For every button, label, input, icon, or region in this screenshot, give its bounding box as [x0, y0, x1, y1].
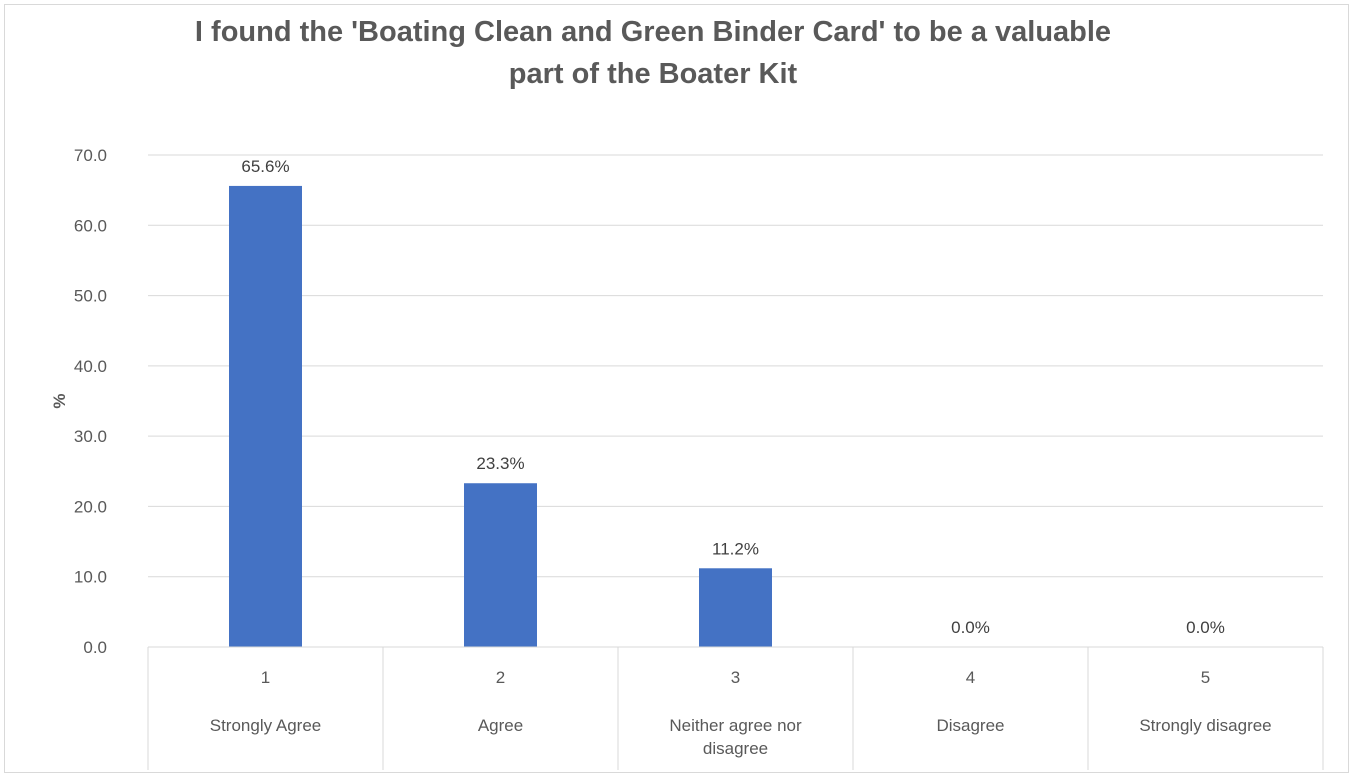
y-tick-label: 60.0: [74, 216, 107, 235]
x-category-label: Agree: [478, 716, 523, 735]
x-category-label: disagree: [703, 739, 768, 758]
bar: [229, 185, 302, 647]
chart-frame: I found the 'Boating Clean and Green Bin…: [4, 4, 1349, 773]
x-category-code: 5: [1201, 668, 1210, 687]
x-category-code: 2: [496, 668, 505, 687]
bar: [464, 483, 537, 647]
x-category-label: Strongly disagree: [1139, 716, 1271, 735]
data-label: 23.3%: [476, 454, 524, 473]
x-axis: 1 Strongly Agree 2 Agree 3 Neither agree nor d…: [147, 646, 1324, 770]
y-tick-label: 70.0: [74, 146, 107, 165]
x-category-code: 3: [731, 668, 740, 687]
x-category-code: 1: [261, 668, 270, 687]
y-tick-label: 40.0: [74, 357, 107, 376]
y-tick-label: 20.0: [74, 497, 107, 516]
y-axis-title: %: [50, 393, 69, 408]
x-category-label: Strongly Agree: [210, 716, 322, 735]
x-category-label: Disagree: [936, 716, 1004, 735]
chart-title-line: part of the Boater Kit: [509, 58, 798, 90]
y-tick-label: 0.0: [83, 638, 107, 657]
data-labels: 65.6% 23.3% 11.2% 0.0% 0.0%: [241, 157, 1224, 637]
y-axis-title: %: [50, 393, 69, 408]
y-tick-label: 10.0: [74, 568, 107, 587]
bar-chart: I found the 'Boating Clean and Green Bin…: [50, 16, 1324, 770]
chart-title-line: I found the 'Boating Clean and Green Bin…: [195, 16, 1111, 48]
bars: [229, 185, 772, 647]
data-label: 0.0%: [951, 618, 990, 637]
y-axis-ticks: 0.0 10.0 20.0 30.0 40.0 50.0 60.0 70.0: [74, 146, 107, 657]
y-tick-label: 30.0: [74, 427, 107, 446]
data-label: 11.2%: [712, 539, 759, 558]
data-label: 0.0%: [1186, 618, 1225, 637]
x-category-label: Neither agree nor: [669, 716, 802, 735]
y-tick-label: 50.0: [74, 287, 107, 306]
chart-title: I found the 'Boating Clean and Green Bin…: [195, 16, 1111, 90]
gridlines: [148, 154, 1323, 578]
bar: [699, 568, 772, 647]
x-category-code: 4: [966, 668, 975, 687]
data-label: 65.6%: [241, 157, 289, 176]
